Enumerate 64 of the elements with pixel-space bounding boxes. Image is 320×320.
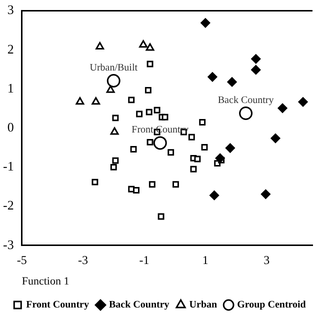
point xyxy=(168,149,174,156)
x-tick-label: -1 xyxy=(139,252,150,267)
point xyxy=(260,189,270,199)
point xyxy=(92,178,98,186)
point xyxy=(190,166,197,172)
point xyxy=(194,156,201,162)
y-tick-label: -3 xyxy=(2,236,14,252)
point xyxy=(106,74,120,88)
x-tick-label: -3 xyxy=(78,252,88,267)
point xyxy=(112,114,119,122)
y-tick-label: 3 xyxy=(7,2,14,18)
point xyxy=(153,136,167,150)
y-tick-label: -1 xyxy=(2,158,14,174)
point xyxy=(146,43,154,51)
point xyxy=(106,85,115,93)
x-tick-label: 1 xyxy=(202,252,208,267)
point xyxy=(110,127,119,135)
point xyxy=(188,134,195,140)
y-tick-label: 2 xyxy=(7,41,14,56)
legend-label: Front Country xyxy=(26,300,89,311)
point xyxy=(146,138,154,146)
legend-label: Back Country xyxy=(109,300,170,311)
point xyxy=(76,97,84,105)
x-tick-label: 3 xyxy=(264,252,270,267)
legend-label: Group Centroid xyxy=(237,300,306,311)
point xyxy=(200,18,210,28)
point xyxy=(130,146,137,152)
point xyxy=(128,96,135,104)
point xyxy=(239,106,253,120)
point xyxy=(92,97,100,105)
point xyxy=(210,190,220,200)
point xyxy=(154,106,160,114)
y-tick-label: 0 xyxy=(7,120,14,135)
point xyxy=(110,164,117,170)
annotation: Urban/Built xyxy=(90,62,138,74)
point xyxy=(227,77,237,87)
point xyxy=(146,60,154,68)
point xyxy=(225,143,235,153)
point xyxy=(133,187,140,194)
point xyxy=(215,153,225,163)
point xyxy=(112,157,119,164)
point xyxy=(136,110,143,118)
point xyxy=(146,108,152,116)
y-tick-label: 1 xyxy=(7,80,14,96)
point xyxy=(139,40,148,48)
x-tick-label: -5 xyxy=(16,252,27,267)
x-axis-title: Function 1 xyxy=(22,275,70,288)
y-tick-label: -2 xyxy=(2,198,14,213)
point xyxy=(172,181,179,188)
point xyxy=(298,97,308,107)
point xyxy=(96,42,104,50)
point xyxy=(162,114,168,120)
legend-label: Urban xyxy=(189,300,218,311)
point xyxy=(158,213,164,220)
point xyxy=(148,181,156,188)
point xyxy=(251,54,261,64)
point xyxy=(251,65,261,75)
point xyxy=(208,72,218,82)
point xyxy=(270,134,280,144)
point xyxy=(201,144,208,150)
point xyxy=(144,86,152,94)
point xyxy=(199,119,206,126)
point xyxy=(278,103,288,113)
annotation: Back Country xyxy=(218,94,274,106)
